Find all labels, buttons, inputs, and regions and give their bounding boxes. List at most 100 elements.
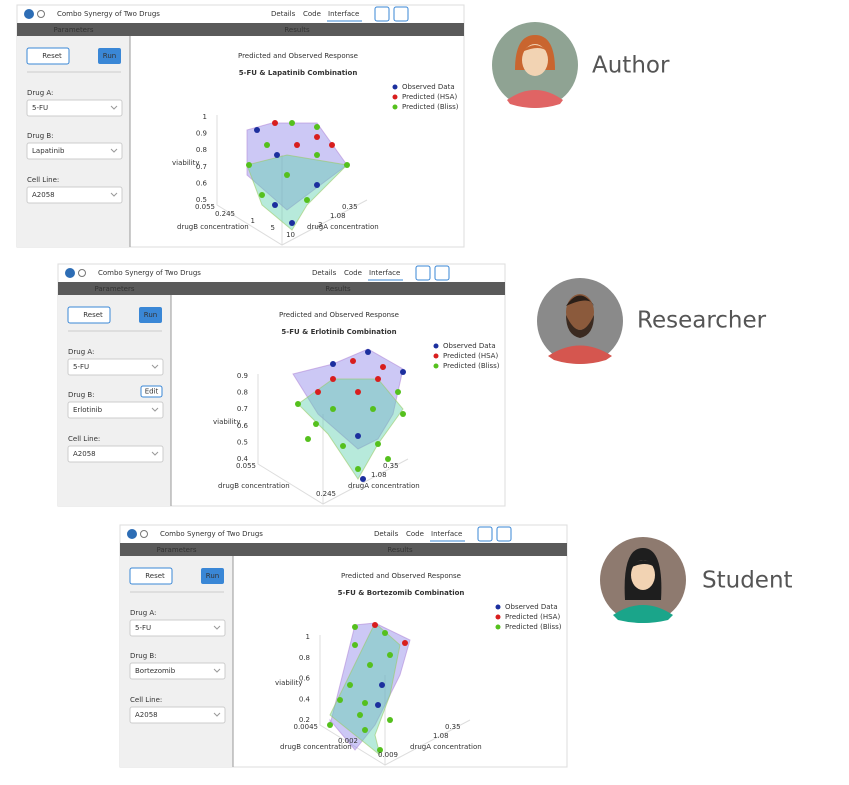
plot-point xyxy=(375,702,381,708)
plot-point xyxy=(305,436,311,442)
parameters-header: Parameters xyxy=(94,285,134,293)
tab[interactable]: Code xyxy=(303,10,321,18)
reset-label: Reset xyxy=(42,52,62,60)
globe-icon xyxy=(37,10,45,18)
legend-label: Observed Data xyxy=(402,83,455,91)
tab[interactable]: Details xyxy=(374,530,399,538)
persona-label: Student xyxy=(702,568,793,594)
z-tick-label: 0.2 xyxy=(299,716,310,724)
plot-point xyxy=(314,152,320,158)
a-tick-label: 0.35 xyxy=(383,462,399,470)
student-avatar xyxy=(600,537,686,623)
share-button[interactable] xyxy=(434,265,450,281)
app-title: Combo Synergy of Two Drugs xyxy=(98,269,201,277)
reset-button[interactable] xyxy=(26,47,70,65)
select[interactable] xyxy=(129,706,226,724)
plot-point xyxy=(375,376,381,382)
chart-subtitle: 5-FU & Erlotinib Combination xyxy=(281,328,396,336)
select-value: Bortezomib xyxy=(135,667,176,675)
share-button[interactable] xyxy=(393,6,409,22)
select-value: Erlotinib xyxy=(73,406,103,414)
z-tick-label: 0.8 xyxy=(196,146,207,154)
plot-point xyxy=(246,162,252,168)
plot-point xyxy=(355,466,361,472)
select[interactable] xyxy=(67,358,164,376)
plot-point xyxy=(355,433,361,439)
b-tick-label: 10 xyxy=(286,231,295,239)
tab[interactable]: Code xyxy=(344,269,362,277)
menu-button[interactable] xyxy=(477,526,493,542)
plot-point xyxy=(380,364,386,370)
chart-subtitle: 5-FU & Bortezomib Combination xyxy=(338,589,465,597)
a-tick-label: 3 xyxy=(318,221,322,229)
plot-point xyxy=(362,700,368,706)
plot-point xyxy=(314,182,320,188)
z-tick-label: 1 xyxy=(203,113,207,121)
legend-swatch xyxy=(392,104,398,110)
chevron xyxy=(213,712,221,717)
tab[interactable]: Interface xyxy=(369,269,400,277)
edit-label: Edit xyxy=(145,388,159,396)
plot-point xyxy=(330,376,336,382)
a-tick-label: 1.08 xyxy=(371,471,387,479)
select-value: 5-FU xyxy=(32,104,48,112)
chart-title: Predicted and Observed Response xyxy=(341,572,461,580)
select-value: Lapatinib xyxy=(32,147,65,155)
tab[interactable]: Interface xyxy=(431,530,462,538)
tab[interactable]: Details xyxy=(271,10,296,18)
select[interactable] xyxy=(129,619,226,637)
tab[interactable]: Details xyxy=(312,269,337,277)
a-axis-label: drugA concentration xyxy=(307,223,379,231)
plot-point xyxy=(254,127,260,133)
legend-label: Observed Data xyxy=(443,342,496,350)
plot-point xyxy=(400,369,406,375)
plot-point xyxy=(387,652,393,658)
field-label: Cell Line: xyxy=(27,176,59,184)
select[interactable] xyxy=(26,142,123,160)
legend-swatch xyxy=(433,343,439,349)
plot-point xyxy=(289,220,295,226)
parameters-header: Parameters xyxy=(156,546,196,554)
plot-point xyxy=(330,406,336,412)
menu-button[interactable] xyxy=(374,6,390,22)
chevron xyxy=(151,451,159,456)
app-title: Combo Synergy of Two Drugs xyxy=(160,530,263,538)
b-tick-label: 0.002 xyxy=(338,737,358,745)
plot-point xyxy=(365,349,371,355)
select[interactable] xyxy=(129,662,226,680)
run-button[interactable] xyxy=(201,568,224,584)
plot-point xyxy=(367,662,373,668)
select[interactable] xyxy=(67,445,164,463)
z-tick-label: 0.8 xyxy=(299,654,310,662)
globe-icon xyxy=(140,530,148,538)
select[interactable] xyxy=(26,186,123,204)
field-label: Drug B: xyxy=(27,132,54,140)
surface xyxy=(297,378,404,480)
z-tick-label: 0.4 xyxy=(237,455,249,463)
run-button[interactable] xyxy=(139,307,162,323)
run-label: Run xyxy=(206,572,219,580)
header-bar xyxy=(120,543,567,556)
legend-label: Predicted (HSA) xyxy=(402,93,457,101)
field-label: Drug A: xyxy=(68,348,94,356)
plot-point xyxy=(355,389,361,395)
select[interactable] xyxy=(26,99,123,117)
persona-label: Author xyxy=(592,53,670,79)
legend-label: Predicted (Bliss) xyxy=(402,103,459,111)
share-button[interactable] xyxy=(496,526,512,542)
select[interactable] xyxy=(67,401,164,419)
legend-label: Observed Data xyxy=(505,603,558,611)
reset-button[interactable] xyxy=(67,306,111,324)
z-tick-label: 0.9 xyxy=(237,372,248,380)
reset-label: Reset xyxy=(83,311,103,319)
tab[interactable]: Interface xyxy=(328,10,359,18)
reset-button[interactable] xyxy=(129,567,173,585)
run-button[interactable] xyxy=(98,48,121,64)
edit-button[interactable] xyxy=(140,385,163,398)
plot-point xyxy=(259,192,265,198)
tab[interactable]: Code xyxy=(406,530,424,538)
plot-point xyxy=(340,443,346,449)
legend-label: Predicted (HSA) xyxy=(443,352,498,360)
z-axis-label: viability xyxy=(172,159,200,167)
menu-button[interactable] xyxy=(415,265,431,281)
